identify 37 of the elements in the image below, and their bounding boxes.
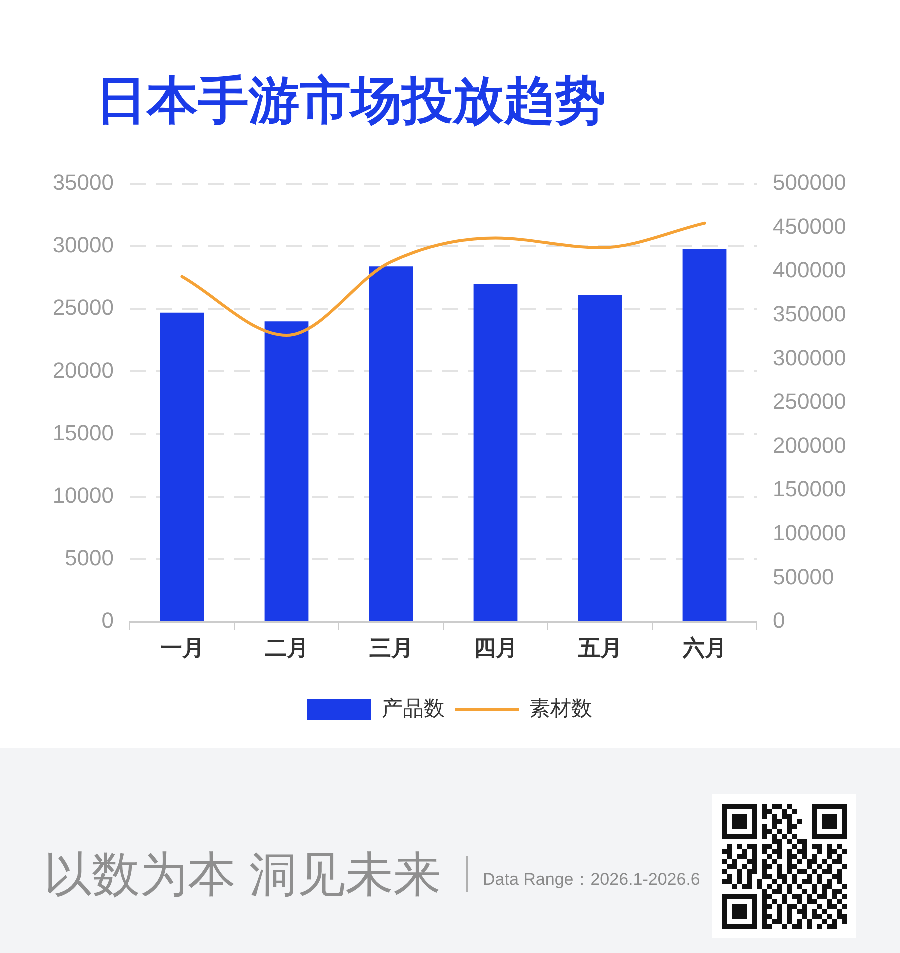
y2-tick-label: 250000 (773, 389, 846, 414)
text: 以数为本 洞见未来 (44, 848, 442, 904)
y2-tick-label: 400000 (773, 258, 846, 283)
y2-tick-label: 450000 (773, 214, 846, 239)
y2-tick-label: 500000 (773, 170, 846, 196)
bar (682, 249, 727, 621)
y-tick-label: 5000 (65, 545, 114, 570)
bar (474, 284, 518, 621)
y-tick-label: 35000 (52, 170, 114, 196)
y2-tick-label: 350000 (773, 301, 846, 326)
bar (160, 312, 204, 621)
y2-tick-label: 200000 (773, 432, 846, 458)
y-tick-label: 15000 (52, 420, 114, 446)
y-tick-label: 0 (102, 608, 114, 634)
x-tick-label: 三月 (369, 635, 414, 660)
y2-tick-label: 50000 (773, 564, 834, 590)
x-tick-label: 六月 (682, 635, 727, 660)
y-tick-label: 10000 (52, 482, 114, 508)
y2-tick-label: 300000 (773, 345, 846, 370)
chart-title: 日本手游市场投放趋势 (96, 71, 606, 131)
y-tick-label: 20000 (52, 358, 114, 383)
line-series (180, 222, 706, 338)
y2-tick-label: 150000 (773, 476, 846, 502)
x-tick-label: 五月 (577, 635, 622, 660)
x-tick-label: 四月 (474, 635, 518, 660)
bar (264, 322, 309, 621)
y2-tick-label: 100000 (773, 520, 846, 546)
bar (578, 295, 622, 621)
y-tick-label: 30000 (52, 232, 114, 258)
legend-label: 产品数 (382, 697, 445, 720)
text: Data Range：2026.1-2026.6 (483, 870, 700, 890)
x-tick-label: 一月 (160, 635, 204, 660)
y-tick-label: 25000 (52, 295, 114, 320)
bar (369, 266, 414, 621)
legend-label: 素材数 (530, 697, 592, 720)
x-tick-label: 二月 (264, 635, 309, 660)
y2-tick-label: 0 (773, 608, 786, 634)
